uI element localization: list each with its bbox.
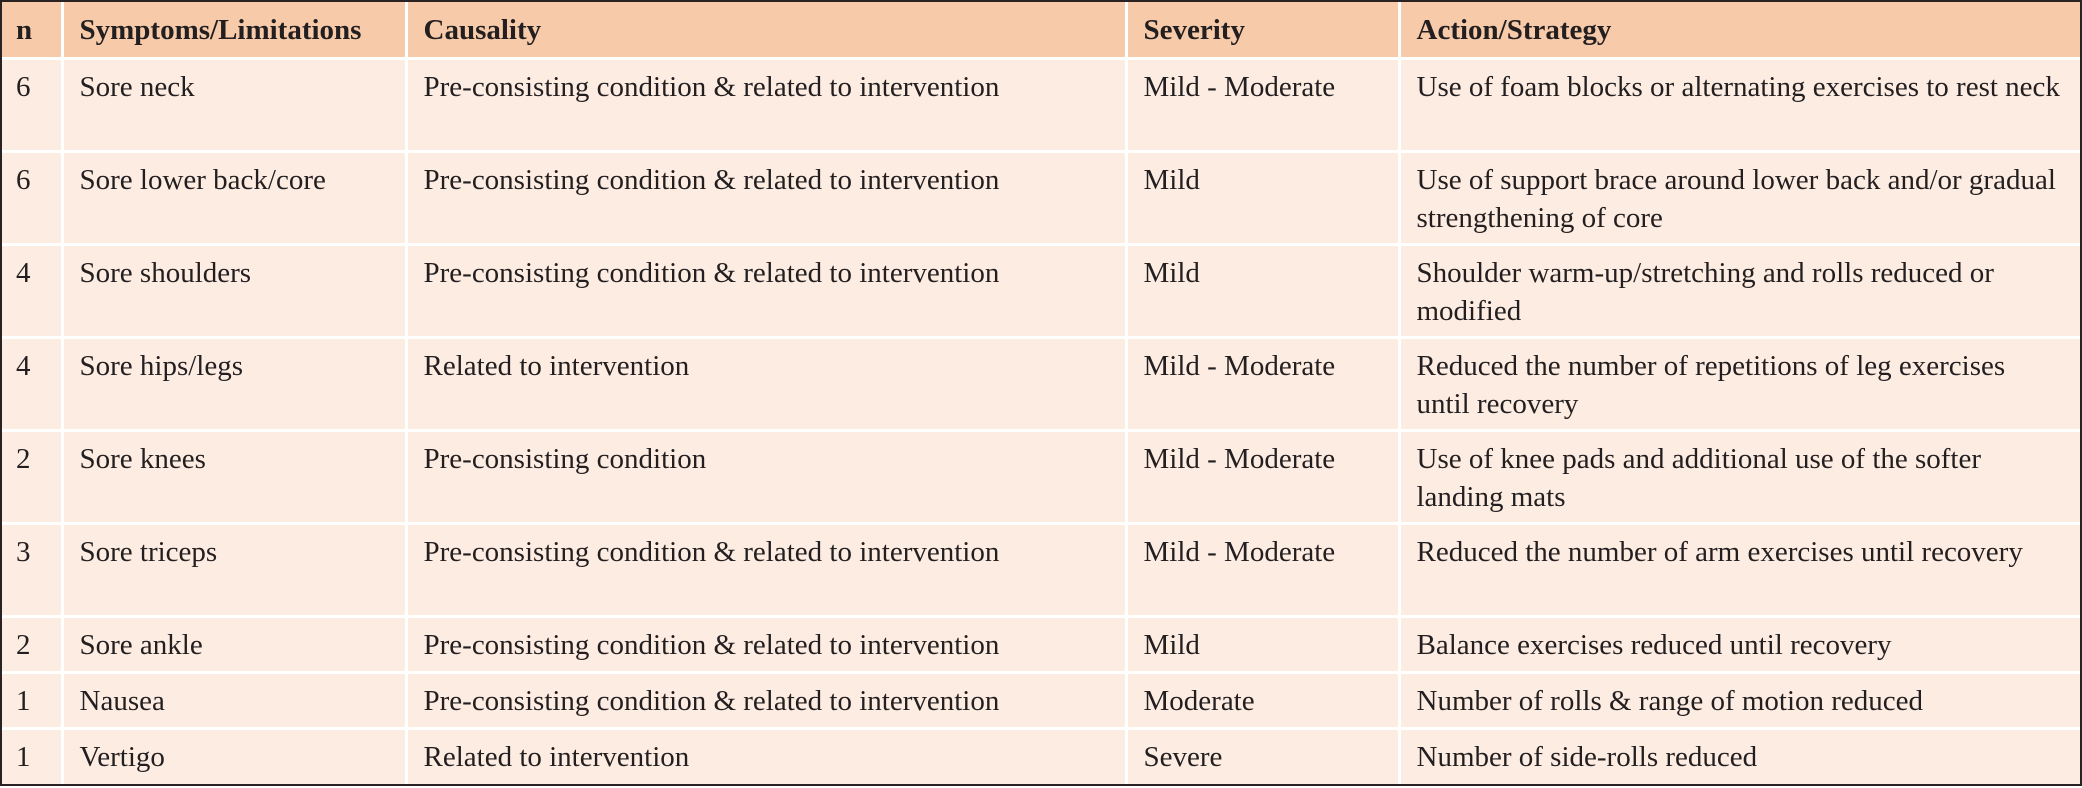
cell-n: 4 <box>2 242 62 338</box>
cell-symptom: Sore ankle <box>60 615 406 673</box>
cell-symptom: Sore triceps <box>60 522 406 617</box>
cell-causality: Pre-consisting condition <box>404 429 1126 524</box>
table-header: n Symptoms/Limitations Causality Severit… <box>2 2 2080 58</box>
cell-n: 1 <box>2 726 62 784</box>
table-row: 3 Sore triceps Pre-consisting condition … <box>2 522 2080 617</box>
cell-symptom: Sore hips/legs <box>60 335 406 431</box>
table-row: 6 Sore lower back/core Pre-consisting co… <box>2 149 2080 245</box>
cell-n: 4 <box>2 335 62 431</box>
cell-severity: Mild - Moderate <box>1124 335 1399 431</box>
cell-severity: Mild <box>1124 615 1399 673</box>
cell-action: Shoulder warm-up/stretching and rolls re… <box>1397 242 2080 338</box>
cell-action: Use of foam blocks or alternating exerci… <box>1397 56 2080 152</box>
header-causality: Causality <box>404 2 1126 58</box>
cell-symptom: Sore neck <box>60 56 406 152</box>
table-row: 2 Sore knees Pre-consisting condition Mi… <box>2 429 2080 524</box>
cell-severity: Mild - Moderate <box>1124 56 1399 152</box>
header-symptoms: Symptoms/Limitations <box>60 2 406 58</box>
cell-symptom: Sore shoulders <box>60 242 406 338</box>
cell-action: Balance exercises reduced until recovery <box>1397 615 2080 673</box>
cell-action: Number of rolls & range of motion reduce… <box>1397 671 2080 729</box>
cell-action: Reduced the number of repetitions of leg… <box>1397 335 2080 431</box>
cell-n: 1 <box>2 671 62 729</box>
cell-symptom: Sore knees <box>60 429 406 524</box>
table-row: 2 Sore ankle Pre-consisting condition & … <box>2 615 2080 673</box>
cell-symptom: Sore lower back/core <box>60 149 406 245</box>
cell-causality: Pre-consisting condition & related to in… <box>404 56 1126 152</box>
header-severity: Severity <box>1124 2 1399 58</box>
cell-action: Use of support brace around lower back a… <box>1397 149 2080 245</box>
cell-action: Number of side-rolls reduced <box>1397 726 2080 784</box>
cell-causality: Pre-consisting condition & related to in… <box>404 522 1126 617</box>
cell-causality: Pre-consisting condition & related to in… <box>404 615 1126 673</box>
table-row: 6 Sore neck Pre-consisting condition & r… <box>2 56 2080 152</box>
table-row: 1 Nausea Pre-consisting condition & rela… <box>2 671 2080 729</box>
cell-severity: Mild <box>1124 149 1399 245</box>
cell-severity: Mild <box>1124 242 1399 338</box>
table-row: 4 Sore hips/legs Related to intervention… <box>2 335 2080 431</box>
cell-n: 6 <box>2 149 62 245</box>
cell-causality: Pre-consisting condition & related to in… <box>404 242 1126 338</box>
cell-causality: Related to intervention <box>404 726 1126 784</box>
header-n: n <box>2 2 62 58</box>
cell-severity: Mild - Moderate <box>1124 429 1399 524</box>
cell-causality: Related to intervention <box>404 335 1126 431</box>
table-body: 6 Sore neck Pre-consisting condition & r… <box>2 56 2080 784</box>
cell-severity: Severe <box>1124 726 1399 784</box>
cell-causality: Pre-consisting condition & related to in… <box>404 149 1126 245</box>
cell-symptom: Nausea <box>60 671 406 729</box>
cell-action: Reduced the number of arm exercises unti… <box>1397 522 2080 617</box>
table-row: 4 Sore shoulders Pre-consisting conditio… <box>2 242 2080 338</box>
header-row: n Symptoms/Limitations Causality Severit… <box>2 2 2080 58</box>
cell-n: 2 <box>2 429 62 524</box>
cell-n: 3 <box>2 522 62 617</box>
table-row: 1 Vertigo Related to intervention Severe… <box>2 726 2080 784</box>
cell-severity: Mild - Moderate <box>1124 522 1399 617</box>
cell-symptom: Vertigo <box>60 726 406 784</box>
cell-n: 6 <box>2 56 62 152</box>
header-action: Action/Strategy <box>1397 2 2080 58</box>
cell-severity: Moderate <box>1124 671 1399 729</box>
cell-action: Use of knee pads and additional use of t… <box>1397 429 2080 524</box>
cell-n: 2 <box>2 615 62 673</box>
cell-causality: Pre-consisting condition & related to in… <box>404 671 1126 729</box>
